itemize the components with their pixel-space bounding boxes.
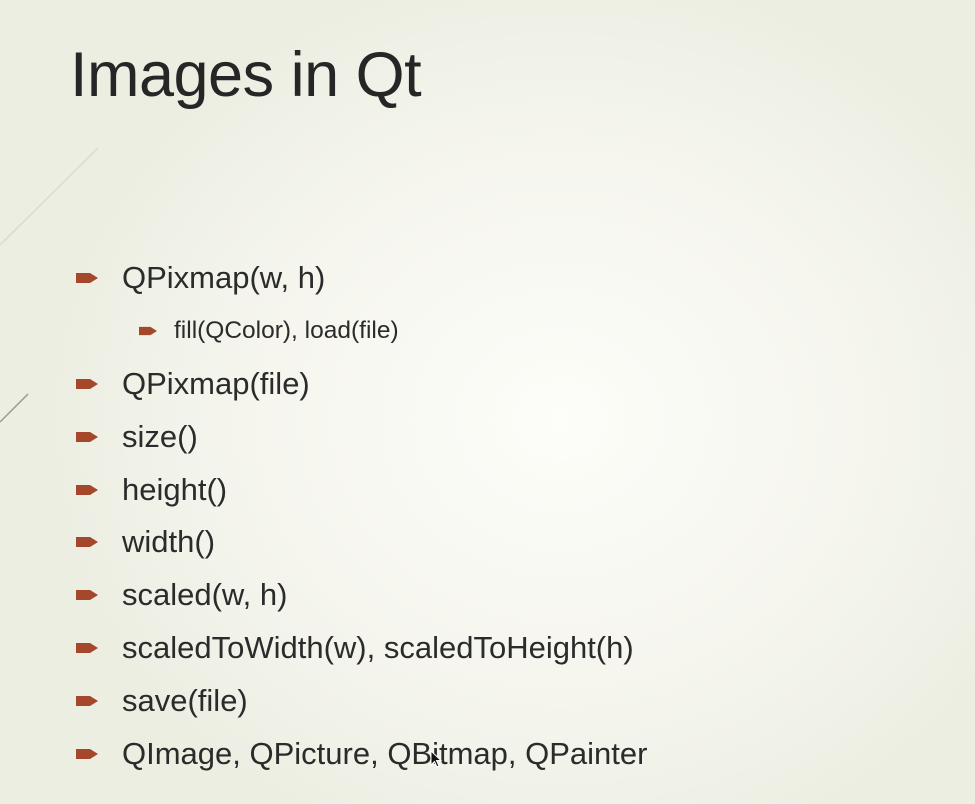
bullet-arrow-icon (76, 431, 98, 442)
bullet-arrow-icon (76, 695, 98, 706)
bullet-arrow-icon (76, 484, 98, 495)
bullet-item: QPixmap(w, h) (76, 252, 647, 305)
sub-bullet-item: fill(QColor), load(file) (76, 305, 647, 358)
bullet-arrow-icon (76, 748, 98, 759)
bullet-arrow-icon (76, 590, 98, 601)
bullet-text: QPixmap(w, h) (122, 260, 326, 296)
bullet-text: size() (122, 418, 198, 454)
bullet-item: save(file) (76, 674, 647, 727)
bullet-text: height() (122, 471, 228, 507)
slide-title: Images in Qt (70, 40, 422, 110)
bullet-item: size() (76, 410, 647, 463)
bullet-item: QImage, QPicture, QBitmap, QPainter (76, 727, 647, 780)
bullet-list: QPixmap(w, h) fill(QColor), load(file) Q… (76, 252, 647, 780)
bullet-arrow-icon (76, 273, 98, 284)
bullet-arrow-icon (76, 378, 98, 389)
bullet-item: scaledToWidth(w), scaledToHeight(h) (76, 622, 647, 675)
bullet-item: scaled(w, h) (76, 569, 647, 622)
bullet-text: scaled(w, h) (122, 577, 288, 613)
bullet-text: QPixmap(file) (122, 365, 310, 401)
bullet-text: save(file) (122, 682, 248, 718)
bullet-arrow-icon (76, 642, 98, 653)
bullet-arrow-icon (139, 327, 157, 336)
bullet-item: width() (76, 516, 647, 569)
mouse-cursor-icon (430, 750, 443, 768)
bullet-text: QImage, QPicture, QBitmap, QPainter (122, 735, 648, 771)
bullet-text: width() (122, 524, 216, 560)
bullet-arrow-icon (76, 537, 98, 548)
bullet-text: scaledToWidth(w), scaledToHeight(h) (122, 629, 634, 665)
bullet-item: QPixmap(file) (76, 358, 647, 411)
bullet-text: fill(QColor), load(file) (174, 317, 399, 345)
bullet-item: height() (76, 463, 647, 516)
